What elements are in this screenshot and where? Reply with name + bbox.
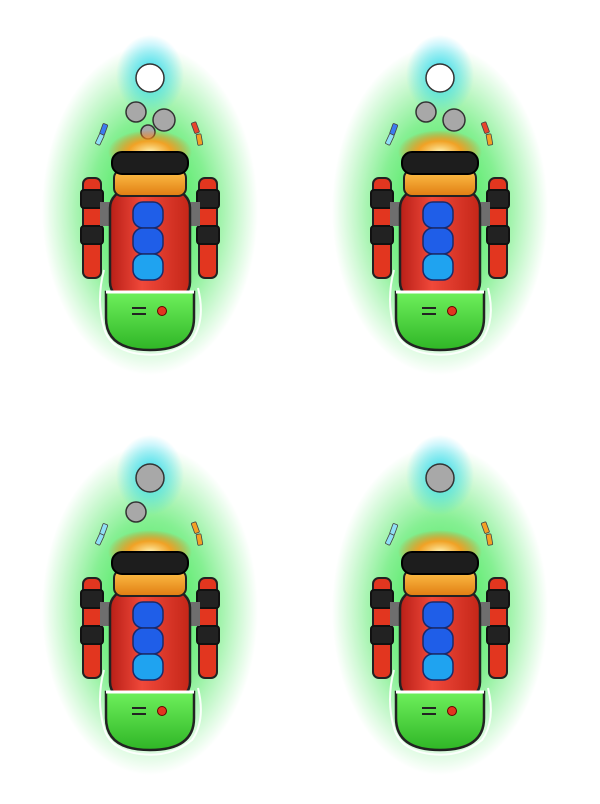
smoke-puff bbox=[415, 101, 437, 123]
window-pane bbox=[422, 653, 454, 681]
pod-clamp bbox=[80, 189, 104, 209]
window-pane bbox=[422, 201, 454, 229]
frame-2 bbox=[332, 35, 548, 375]
capsule-base bbox=[394, 290, 486, 352]
pod-clamp bbox=[486, 589, 510, 609]
window-pane bbox=[132, 201, 164, 229]
pod-clamp bbox=[196, 589, 220, 609]
pod-clamp bbox=[486, 189, 510, 209]
spark-particle bbox=[191, 121, 200, 134]
smoke-puff bbox=[135, 463, 165, 493]
window-pane bbox=[132, 227, 164, 255]
capsule-base bbox=[394, 690, 486, 752]
frames-layer bbox=[42, 35, 548, 775]
window-pane bbox=[132, 653, 164, 681]
top-cap bbox=[111, 151, 189, 175]
pod-clamp bbox=[196, 225, 220, 245]
smoke-puff bbox=[425, 463, 455, 493]
capsule-base bbox=[104, 290, 196, 352]
spark-particle bbox=[385, 533, 395, 546]
top-cap bbox=[401, 151, 479, 175]
spark-particle bbox=[195, 133, 204, 146]
spark-particle bbox=[95, 133, 105, 146]
frame-1 bbox=[42, 35, 258, 375]
spark-particle bbox=[481, 521, 490, 534]
smoke-puff bbox=[442, 108, 466, 132]
window-pane bbox=[422, 627, 454, 655]
pod-clamp bbox=[486, 225, 510, 245]
spark-particle bbox=[481, 121, 490, 134]
pod-clamp bbox=[370, 625, 394, 645]
window-pane bbox=[422, 227, 454, 255]
smoke-puff bbox=[425, 63, 455, 93]
spark-particle bbox=[485, 133, 494, 146]
window-pane bbox=[422, 253, 454, 281]
base-light bbox=[157, 306, 167, 316]
base-light bbox=[447, 706, 457, 716]
pod-clamp bbox=[196, 189, 220, 209]
window-pane bbox=[132, 253, 164, 281]
top-cap bbox=[111, 551, 189, 575]
pod-clamp bbox=[370, 225, 394, 245]
window-pane bbox=[422, 601, 454, 629]
smoke-puff bbox=[152, 108, 176, 132]
pod-clamp bbox=[80, 589, 104, 609]
spark-particle bbox=[385, 133, 395, 146]
energy-outline bbox=[389, 669, 492, 756]
energy-outline bbox=[99, 669, 202, 756]
pod-clamp bbox=[80, 625, 104, 645]
frame-4 bbox=[332, 435, 548, 775]
spark-particle bbox=[195, 533, 204, 546]
top-cap bbox=[401, 551, 479, 575]
capsule-base bbox=[104, 690, 196, 752]
smoke-puff bbox=[125, 501, 147, 523]
energy-outline bbox=[99, 269, 202, 356]
smoke-puff bbox=[135, 63, 165, 93]
window-pane bbox=[132, 601, 164, 629]
window-pane bbox=[132, 627, 164, 655]
pod-clamp bbox=[370, 189, 394, 209]
smoke-puff bbox=[125, 101, 147, 123]
pod-clamp bbox=[196, 625, 220, 645]
spark-particle bbox=[485, 533, 494, 546]
spark-particle bbox=[191, 521, 200, 534]
frame-3 bbox=[42, 435, 258, 775]
pod-clamp bbox=[486, 625, 510, 645]
energy-outline bbox=[389, 269, 492, 356]
base-light bbox=[447, 306, 457, 316]
pod-clamp bbox=[80, 225, 104, 245]
pod-clamp bbox=[370, 589, 394, 609]
base-light bbox=[157, 706, 167, 716]
spark-particle bbox=[95, 533, 105, 546]
